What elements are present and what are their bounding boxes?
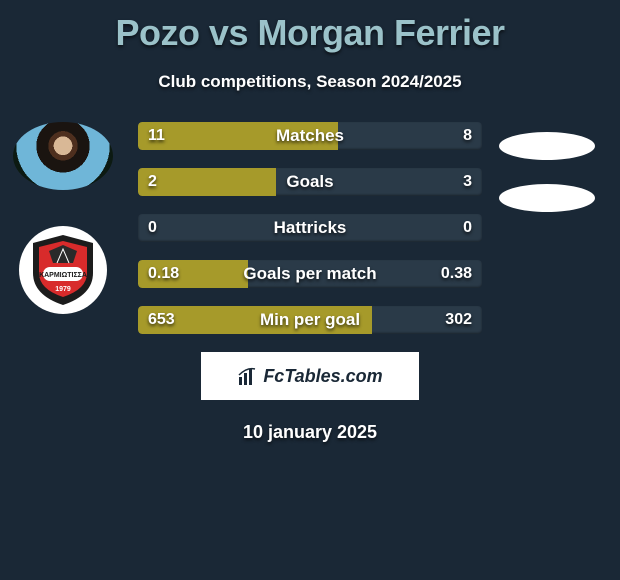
page-subtitle: Club competitions, Season 2024/2025 [0, 72, 620, 92]
stat-value-right: 3 [463, 168, 472, 196]
stat-label: Goals [138, 168, 482, 196]
svg-text:1979: 1979 [55, 286, 71, 293]
shield-icon: ΚΑΡΜΙΩΤΙΣΣΑ 1979 [29, 233, 97, 307]
brand-box: FcTables.com [201, 352, 419, 400]
blank-oval [499, 184, 595, 212]
stat-value-right: 0.38 [441, 260, 472, 288]
right-ovals [492, 132, 602, 236]
stat-label: Matches [138, 122, 482, 150]
page-title: Pozo vs Morgan Ferrier [0, 0, 620, 54]
blank-oval [499, 132, 595, 160]
comparison-bars: 11Matches8 2Goals3 0Hattricks0 0.18Goals pe… [138, 122, 482, 334]
stat-bar: 0.18Goals per match0.38 [138, 260, 482, 288]
club-logo: ΚΑΡΜΙΩΤΙΣΣΑ 1979 [19, 226, 107, 314]
stat-bar: 0Hattricks0 [138, 214, 482, 242]
player-avatar [13, 122, 113, 190]
stat-value-right: 0 [463, 214, 472, 242]
stat-label: Min per goal [138, 306, 482, 334]
stat-bar: 653Min per goal302 [138, 306, 482, 334]
stat-label: Goals per match [138, 260, 482, 288]
stat-label: Hattricks [138, 214, 482, 242]
content-area: ΚΑΡΜΙΩΤΙΣΣΑ 1979 11Matches8 2Goals3 0Hattr… [0, 122, 620, 334]
date-text: 10 january 2025 [0, 422, 620, 443]
svg-text:ΚΑΡΜΙΩΤΙΣΣΑ: ΚΑΡΜΙΩΤΙΣΣΑ [39, 272, 87, 279]
stat-bar: 2Goals3 [138, 168, 482, 196]
stat-value-right: 8 [463, 122, 472, 150]
brand-text: FcTables.com [263, 366, 382, 387]
stat-value-right: 302 [445, 306, 472, 334]
stat-bar: 11Matches8 [138, 122, 482, 150]
bars-icon [237, 365, 259, 387]
left-avatars: ΚΑΡΜΙΩΤΙΣΣΑ 1979 [8, 122, 118, 314]
